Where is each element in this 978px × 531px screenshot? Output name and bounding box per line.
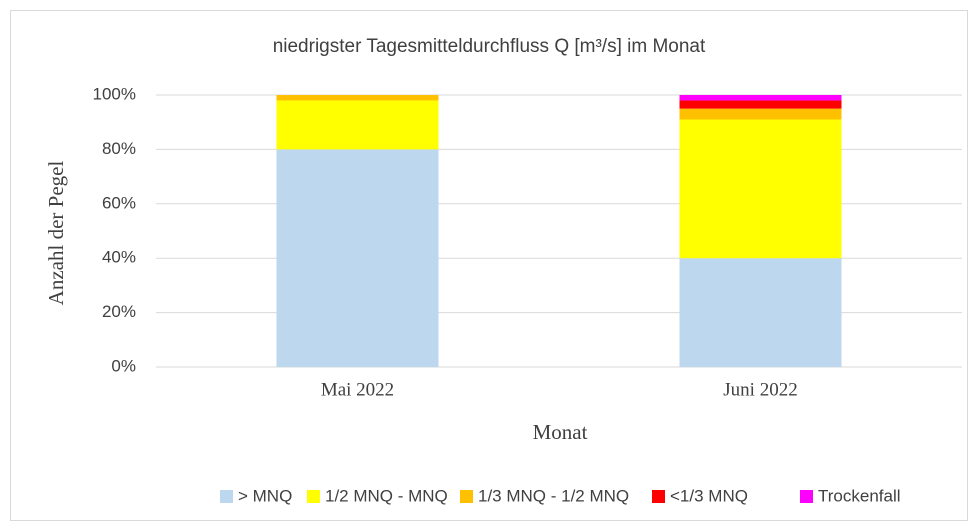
legend-swatch [307, 490, 320, 503]
bar-segment [679, 95, 842, 101]
x-axis-label: Monat [533, 420, 588, 444]
y-tick-label: 100% [93, 84, 136, 103]
legend-swatch [800, 490, 813, 503]
bar-segment [679, 108, 842, 120]
legend-label: 1/2 MNQ - MNQ [325, 486, 448, 505]
chart-title: niedrigster Tagesmitteldurchfluss Q [m³/… [273, 36, 706, 57]
legend-swatch [652, 490, 665, 503]
bar-segment [679, 258, 842, 367]
bar-segment [679, 100, 842, 109]
legend-label: Trockenfall [818, 486, 901, 505]
x-tick-label: Mai 2022 [321, 379, 394, 400]
bar-segment [276, 100, 439, 150]
y-tick-label: 80% [102, 139, 136, 158]
bar-segment [276, 95, 439, 101]
legend-swatch [220, 490, 233, 503]
y-tick-label: 20% [102, 302, 136, 321]
x-tick-label: Juni 2022 [723, 379, 797, 400]
bar-segment [276, 149, 439, 367]
y-tick-label: 40% [102, 248, 136, 267]
y-axis-label: Anzahl der Pegel [44, 161, 68, 306]
legend-label: > MNQ [238, 486, 292, 505]
y-tick-label: 60% [102, 193, 136, 212]
legend-label: 1/3 MNQ - 1/2 MNQ [478, 486, 629, 505]
legend-swatch [460, 490, 473, 503]
y-tick-label: 0% [111, 356, 136, 375]
bar-segment [679, 119, 842, 259]
legend-label: <1/3 MNQ [670, 486, 748, 505]
